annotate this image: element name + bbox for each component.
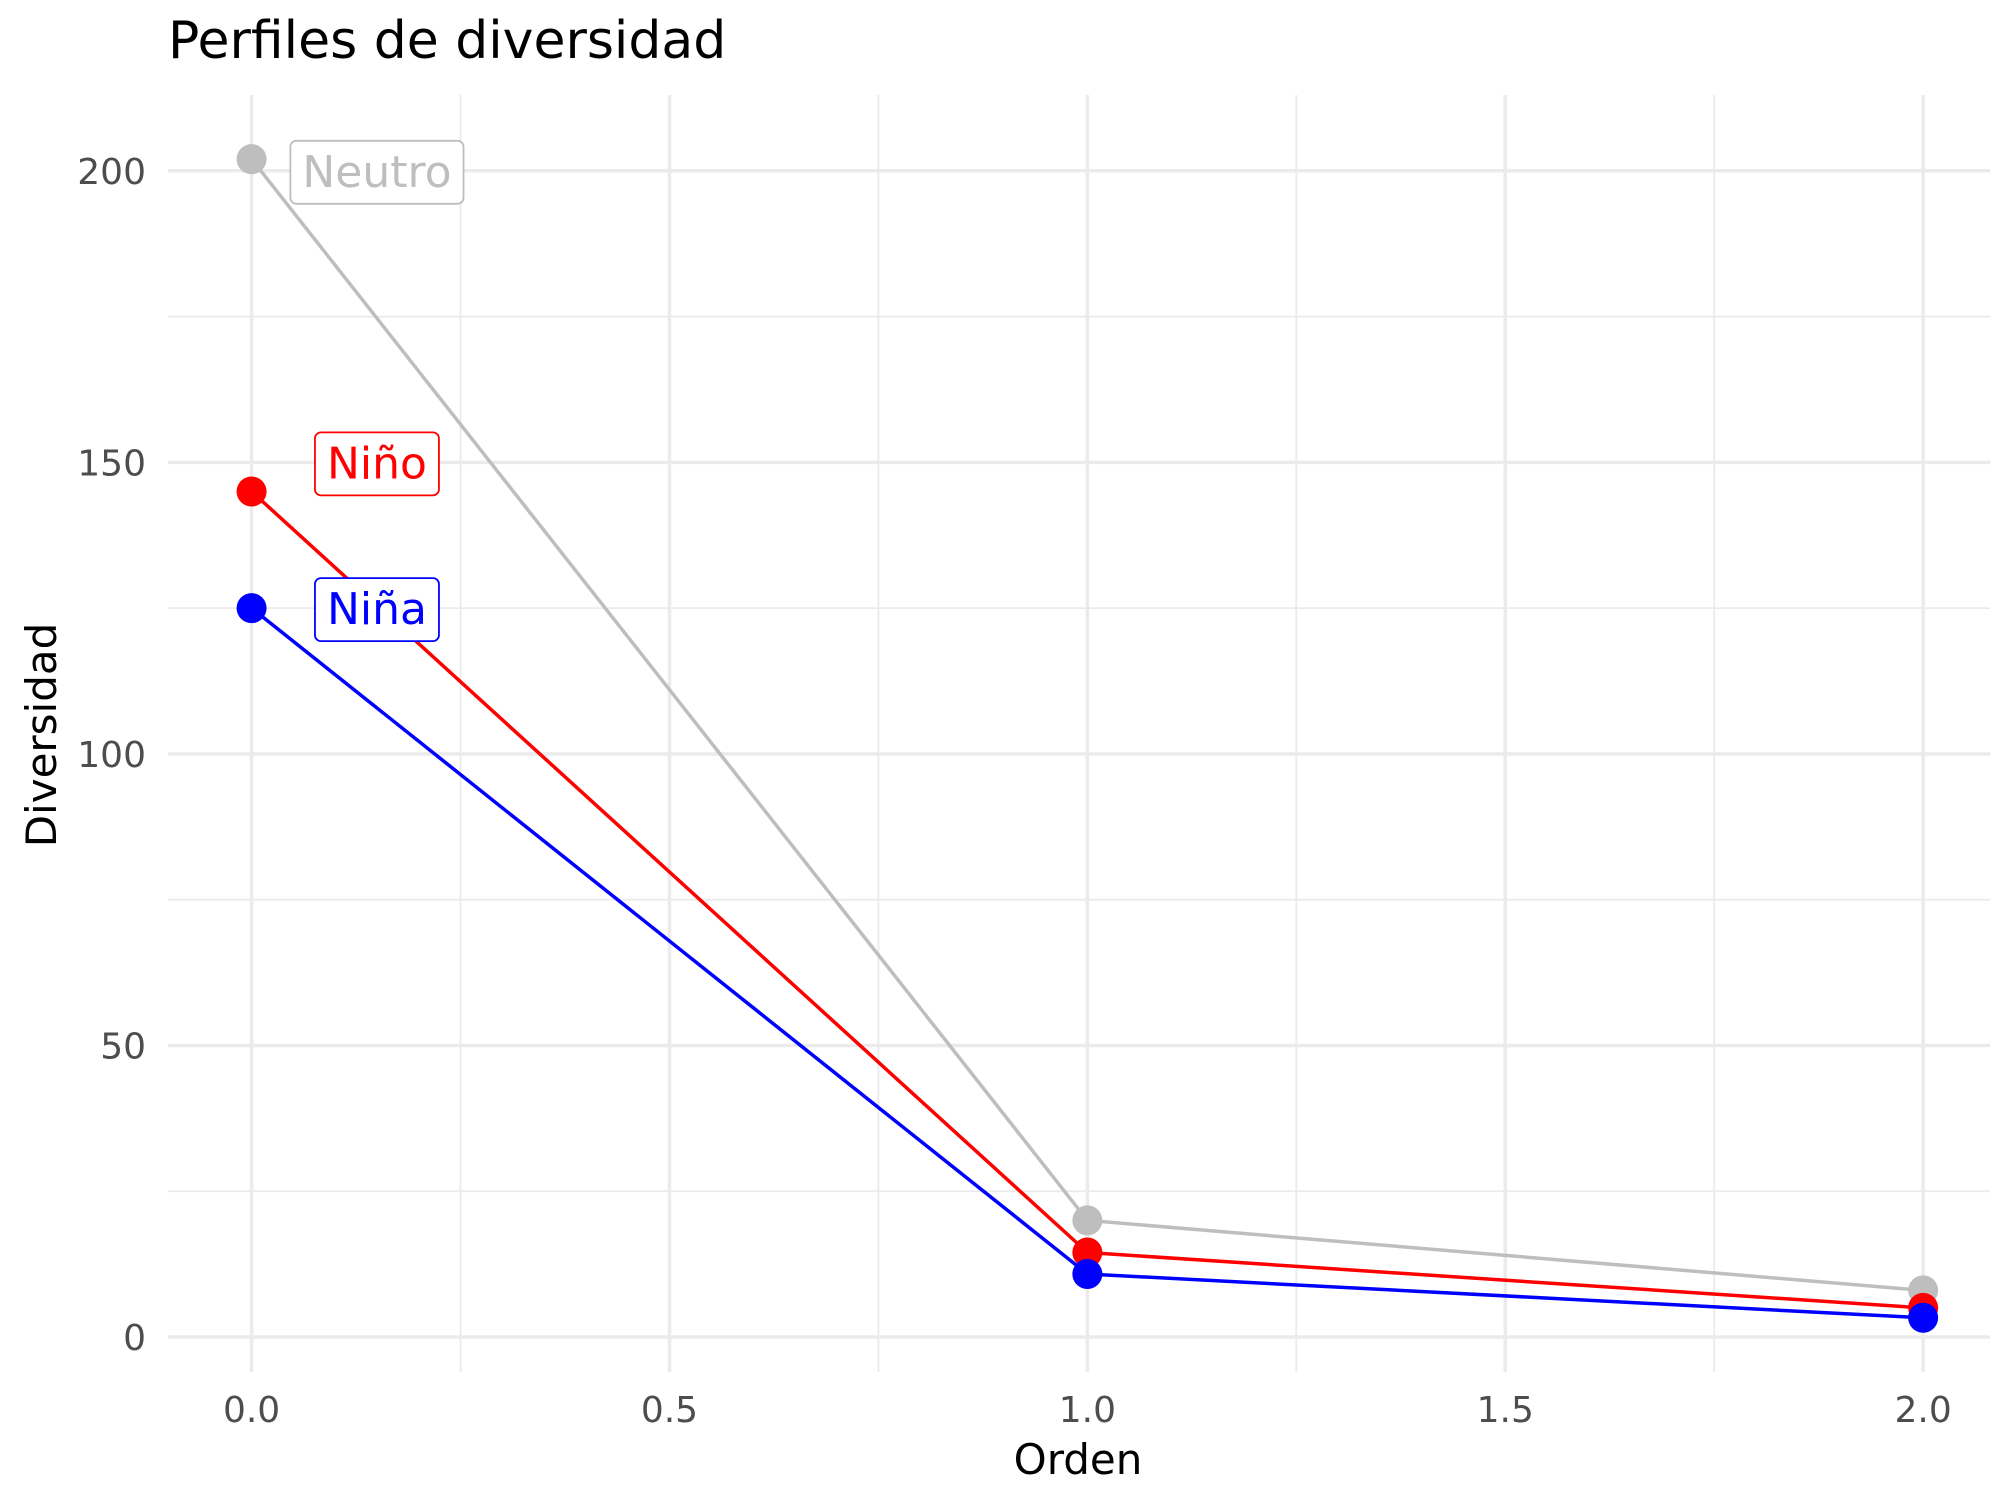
data-point-nina — [1072, 1259, 1103, 1290]
series-label-box — [314, 577, 440, 643]
data-point-nino — [1072, 1237, 1103, 1268]
data-point-nina — [236, 593, 267, 624]
series-layer — [236, 144, 1939, 1333]
series-label-nino: Niño — [314, 431, 440, 497]
series-label-nina: Niña — [314, 577, 440, 643]
x-tick-label: 0.5 — [641, 1390, 698, 1431]
series-label-box — [289, 139, 465, 205]
y-tick-label: 200 — [77, 152, 146, 193]
series-label-neutro: Neutro — [289, 139, 465, 205]
y-axis-label: Diversidad — [17, 623, 66, 848]
y-tick-label: 0 — [123, 1318, 146, 1359]
series-label-text: Niño — [327, 438, 427, 489]
y-tick-label: 150 — [77, 443, 146, 484]
x-tick-label: 1.5 — [1477, 1390, 1534, 1431]
data-point-nina — [1908, 1302, 1939, 1333]
series-label-box — [314, 431, 440, 497]
chart-title: Perfiles de diversidad — [168, 11, 726, 71]
series-label-text: Niña — [327, 584, 427, 635]
y-tick-label: 100 — [77, 735, 146, 776]
y-tick-label: 50 — [100, 1026, 146, 1067]
data-point-neutro — [236, 144, 267, 175]
x-tick-label: 1.0 — [1059, 1390, 1116, 1431]
grid-layer — [168, 95, 1990, 1372]
tick-layer: 0 50 100 150 200 0.0 0.5 1.0 1.5 2.0 — [77, 152, 1951, 1431]
x-tick-label: 2.0 — [1895, 1390, 1952, 1431]
x-tick-label: 0.0 — [223, 1390, 280, 1431]
data-point-nino — [236, 476, 267, 507]
data-point-neutro — [1072, 1205, 1103, 1236]
x-axis-label: Orden — [1014, 1435, 1143, 1484]
series-label-text: Neutro — [302, 147, 451, 198]
label-layer: Neutro Niño Niña — [289, 139, 465, 643]
